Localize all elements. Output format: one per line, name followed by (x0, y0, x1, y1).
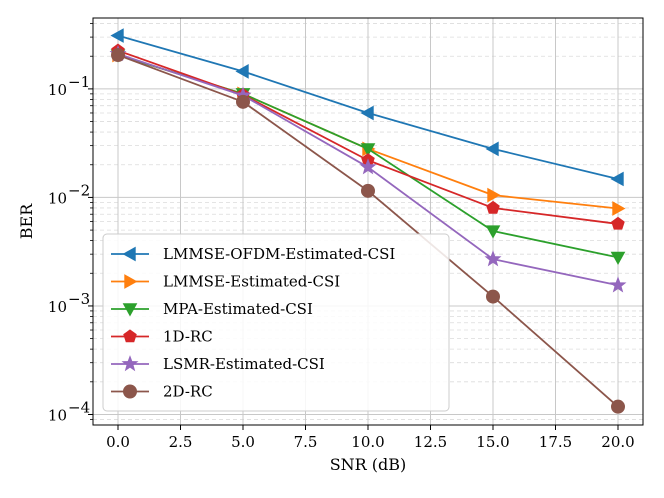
x-tick-label: 20.0 (601, 433, 634, 451)
data-point (486, 200, 500, 214)
legend-entry: MPA-Estimated-CSI (111, 300, 313, 318)
y-tick-exponent: −3 (68, 290, 90, 308)
legend-marker (123, 384, 137, 399)
data-point (610, 171, 624, 187)
series-layer (109, 28, 627, 414)
x-tick-label: 2.5 (169, 433, 193, 451)
data-point (610, 251, 626, 265)
y-axis: 10−110−210−310−4 (48, 23, 93, 424)
legend-entry: LMMSE-OFDM-Estimated-CSI (111, 245, 395, 263)
x-tick-label: 7.5 (294, 433, 318, 451)
data-point (361, 183, 375, 198)
data-point (360, 143, 376, 157)
data-point (359, 158, 377, 175)
data-point (360, 105, 374, 121)
y-tick-label: 10 (48, 81, 67, 99)
x-tick-label: 17.5 (539, 433, 572, 451)
data-point (487, 187, 501, 203)
legend-marker (123, 329, 137, 343)
x-tick-label: 12.5 (414, 433, 447, 451)
legend-entry: 1D-RC (111, 328, 213, 346)
x-tick-label: 15.0 (476, 433, 509, 451)
data-point (111, 48, 125, 63)
legend-label: LMMSE-Estimated-CSI (163, 273, 340, 291)
series-lmmse-ofdm-estimated-csi (110, 28, 624, 187)
x-tick-label: 10.0 (351, 433, 384, 451)
legend: LMMSE-OFDM-Estimated-CSI LMMSE-Estimated-… (102, 233, 450, 412)
legend-label: 2D-RC (163, 383, 213, 401)
legend-marker (124, 274, 138, 289)
y-axis-label: BER (17, 203, 36, 239)
series-2d-rc (111, 48, 625, 414)
data-point (485, 141, 499, 157)
legend-label: LMMSE-OFDM-Estimated-CSI (163, 245, 395, 263)
x-axis-label: SNR (dB) (330, 455, 407, 474)
legend-entry: LMMSE-Estimated-CSI (111, 273, 340, 291)
legend-marker (121, 355, 139, 372)
data-point (484, 250, 502, 267)
legend-label: 1D-RC (163, 328, 213, 346)
y-tick-exponent: −4 (68, 398, 90, 416)
legend-label: LSMR-Estimated-CSI (163, 355, 325, 373)
x-axis: 0.0 2.5 5.0 7.5 10.0 12.5 15.0 17.5 20.0 (106, 425, 635, 451)
y-tick-label: 10 (48, 406, 67, 424)
data-point (236, 94, 250, 109)
data-point (110, 28, 124, 43)
y-tick-exponent: −2 (68, 181, 90, 199)
series-lsmr-estimated-csi (109, 45, 627, 293)
data-point (485, 225, 501, 239)
y-tick-exponent: −1 (68, 73, 90, 91)
legend-box (102, 233, 450, 412)
data-point (486, 289, 500, 304)
data-point (609, 276, 627, 293)
y-tick-label: 10 (48, 189, 67, 207)
data-point (611, 399, 625, 414)
legend-marker (122, 303, 138, 317)
legend-entry: LSMR-Estimated-CSI (111, 355, 325, 373)
legend-entry: 2D-RC (111, 383, 213, 401)
x-tick-label: 0.0 (106, 433, 130, 451)
data-point (235, 64, 249, 79)
data-point (611, 216, 625, 230)
y-tick-label: 10 (48, 298, 67, 316)
x-tick-label: 5.0 (231, 433, 255, 451)
legend-label: MPA-Estimated-CSI (163, 300, 313, 318)
data-point (612, 201, 626, 216)
legend-marker (122, 246, 136, 262)
